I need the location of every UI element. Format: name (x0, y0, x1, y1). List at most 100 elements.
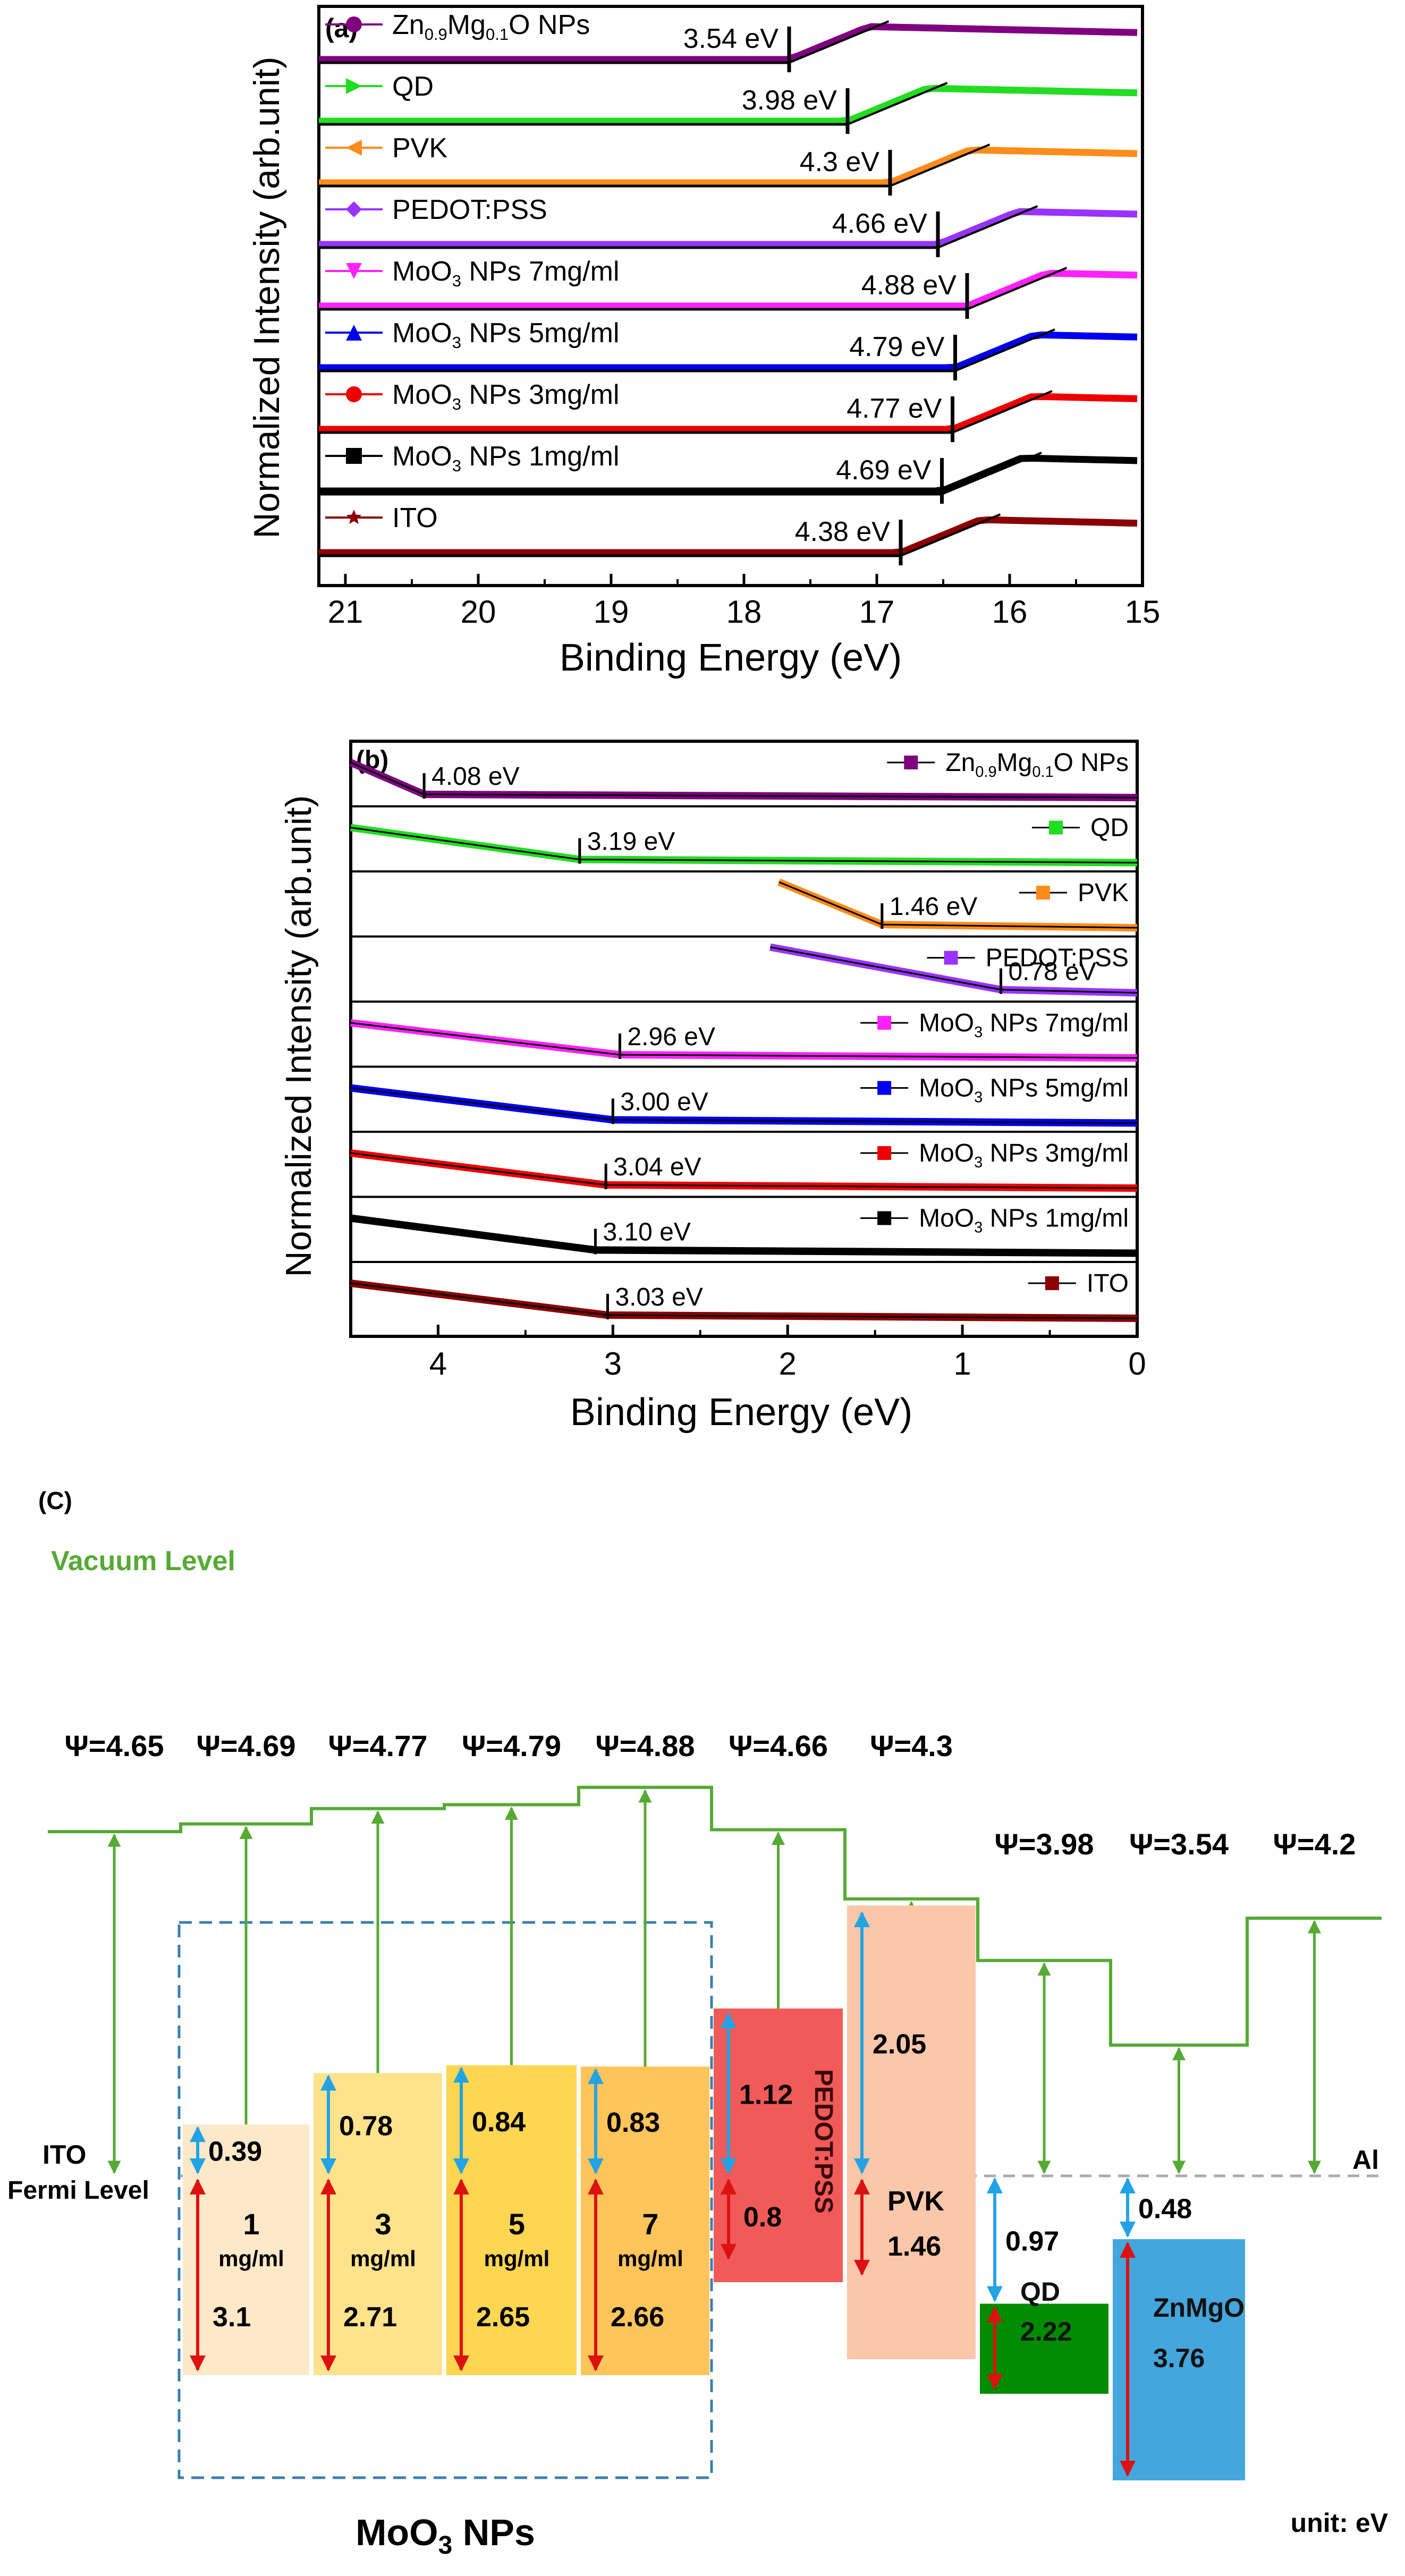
panel-c-tag: (C) (38, 1487, 72, 1514)
x-tick-label: 0 (1128, 1346, 1146, 1382)
al-label: Al (1352, 2145, 1379, 2175)
legend-label-b-7-part: NPs 1mg/ml (983, 1205, 1129, 1233)
unit-label: unit: eV (1291, 2508, 1389, 2538)
cutoff-label-a-3: 4.66 eV (832, 208, 928, 239)
legend-marker-a-7 (346, 448, 362, 464)
series-a-line-6 (319, 393, 1138, 433)
legend-label-b-6-part: NPs 3mg/ml (983, 1139, 1129, 1167)
psi-label-7: Ψ=3.98 (994, 1827, 1094, 1861)
legend-label-a-7-part: MoO (392, 441, 452, 472)
legend-label-a-2-part: PVK (392, 133, 447, 164)
panel-b: (b) Normalized Intensity (arb.unit) Bind… (278, 740, 1146, 1434)
series-a-line-0 (319, 23, 1138, 63)
panel-b-frame (349, 740, 1139, 1338)
legend-label-b-5-part: NPs 5mg/ml (983, 1074, 1129, 1103)
psi-label-bg-5 (715, 1724, 841, 1767)
onset-label-b-7: 3.10 eV (603, 1218, 690, 1247)
psi-label-bg-2 (315, 1724, 441, 1767)
x-tick-label: 15 (1125, 594, 1161, 630)
onset-label-b-1: 3.19 eV (587, 828, 675, 856)
psi-label-bg-9 (1251, 1823, 1377, 1865)
psi-label-4: Ψ=4.88 (595, 1729, 695, 1762)
legend-marker-b-7 (877, 1211, 892, 1225)
legend-label-a-4-part: 3 (452, 272, 461, 290)
edge-fit-a-0 (789, 20, 890, 64)
legend-marker-a-8 (346, 510, 362, 524)
legend-label-b-7-part: MoO (919, 1205, 974, 1233)
psi-label-bg-7 (981, 1823, 1107, 1865)
onset-label-b-3: 0.78 eV (1008, 958, 1096, 986)
gap-label-8: 0.48 (1138, 2194, 1192, 2225)
legend-label-b-3: PEDOT:PSS (986, 944, 1129, 972)
x-tick-label: 20 (461, 594, 496, 630)
legend-label-a-0-part: Mg (447, 10, 486, 40)
legend-label-a-6-part: NPs 3mg/ml (461, 379, 620, 410)
cutoff-label-a-0: 3.54 eV (683, 23, 779, 54)
mid-label-6: PVK (887, 2186, 944, 2217)
psi-label-8: Ψ=3.54 (1129, 1827, 1229, 1861)
legend-marker-b-4 (877, 1016, 892, 1030)
legend-label-b-4-part: MoO (919, 1009, 974, 1037)
legend-marker-a-2 (346, 140, 362, 156)
panel-a-ylabel: Normalized Intensity (arb.unit) (247, 56, 287, 538)
vacuum-level-line (48, 1785, 1382, 2047)
x-tick-label: 16 (992, 594, 1028, 630)
legend-label-a-0-part: 0.1 (486, 25, 509, 44)
legend-label-b-6-part: MoO (919, 1139, 974, 1167)
conc-label-4: 7 (642, 2207, 658, 2241)
cutoff-label-a-8: 4.38 eV (795, 516, 891, 547)
legend-marker-b-2 (1036, 886, 1050, 900)
x-tick-label: 21 (328, 594, 363, 630)
legend-label-b-1-part: QD (1090, 814, 1129, 842)
psi-label-bg-1 (183, 1724, 309, 1767)
psi-label-0: Ψ=4.65 (64, 1729, 164, 1762)
x-tick-label: 1 (953, 1346, 971, 1382)
mid-label-8: ZnMgO (1153, 2293, 1245, 2323)
legend-marker-a-3 (346, 201, 362, 217)
edge-fit-b-7 (350, 1217, 596, 1251)
cutoff-label-a-5: 4.79 eV (849, 332, 945, 362)
legend-marker-b-8 (1045, 1276, 1059, 1290)
psi-label-bg-0 (52, 1724, 177, 1767)
legend-label-a-6-part: MoO (392, 379, 452, 410)
legend-label-a-1-part: QD (392, 71, 434, 102)
legend-label-b-3-part: PEDOT:PSS (986, 944, 1129, 972)
x-tick-label: 3 (604, 1346, 622, 1382)
legend-label-b-5: MoO3 NPs 5mg/ml (919, 1074, 1129, 1106)
psi-label-5: Ψ=4.66 (729, 1729, 828, 1762)
baseline-fit-b-3 (1001, 989, 1138, 994)
gap-label-5: 1.12 (739, 2080, 793, 2111)
x-tick-label: 17 (859, 594, 895, 630)
edge-fit-b-4 (350, 1022, 620, 1056)
unit-sub-label-2: mg/ml (350, 2246, 416, 2271)
legend-marker-a-1 (346, 78, 362, 94)
legend-label-b-0-part: Zn (945, 749, 975, 777)
legend-label-a-7-part: NPs 1mg/ml (461, 441, 620, 472)
pedot-vertical-label: PEDOT:PSS (809, 2069, 837, 2214)
psi-label-bg-8 (1116, 1823, 1242, 1865)
legend-label-a-7: MoO3 NPs 1mg/ml (392, 441, 620, 475)
panel-a-xlabel: Binding Energy (eV) (560, 637, 902, 679)
onset-label-b-5: 3.00 eV (620, 1088, 708, 1116)
legend-marker-b-3 (944, 951, 958, 965)
baseline-fit-b-5 (613, 1119, 1138, 1124)
onset-label-b-6: 3.04 eV (613, 1153, 701, 1181)
cutoff-label-a-4: 4.88 eV (861, 270, 957, 301)
legend-label-b-0-part: 0.9 (975, 764, 996, 781)
psi-label-2: Ψ=4.77 (328, 1729, 427, 1762)
legend-marker-b-5 (877, 1081, 892, 1095)
series-b-line-8 (350, 1279, 1138, 1322)
legend-label-a-3: PEDOT:PSS (392, 194, 547, 225)
legend-label-b-6: MoO3 NPs 3mg/ml (919, 1139, 1129, 1171)
edge-fit-b-1 (350, 827, 580, 860)
legend-label-a-5-part: 3 (452, 333, 461, 352)
legend-label-b-8-part: ITO (1087, 1269, 1129, 1298)
legend-label-b-4-part: 3 (974, 1024, 983, 1041)
cb-label-6: 1.46 (887, 2231, 941, 2262)
cutoff-label-a-1: 3.98 eV (742, 85, 837, 116)
onset-label-b-0: 4.08 eV (431, 762, 519, 791)
legend-marker-b-0 (904, 756, 918, 769)
x-tick-label: 19 (594, 594, 629, 630)
cb-label-2: 2.71 (343, 2302, 397, 2333)
